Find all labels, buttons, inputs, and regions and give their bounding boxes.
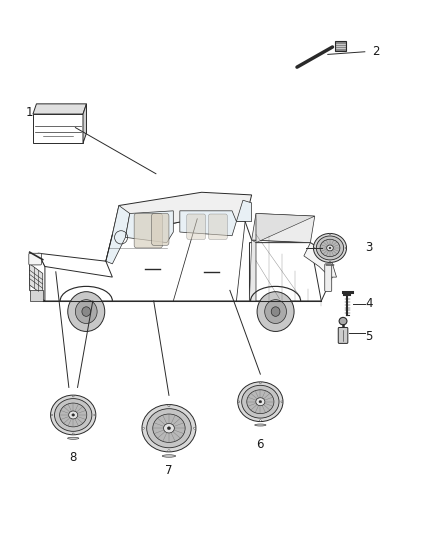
- Polygon shape: [250, 243, 321, 301]
- Ellipse shape: [147, 409, 191, 448]
- Ellipse shape: [314, 233, 346, 262]
- Ellipse shape: [247, 390, 274, 414]
- FancyBboxPatch shape: [187, 214, 205, 239]
- Polygon shape: [33, 104, 86, 114]
- Ellipse shape: [142, 427, 145, 429]
- Ellipse shape: [153, 414, 185, 442]
- Ellipse shape: [51, 414, 53, 416]
- Polygon shape: [304, 243, 336, 277]
- Text: 8: 8: [70, 451, 77, 464]
- Ellipse shape: [257, 292, 294, 332]
- Polygon shape: [106, 206, 130, 264]
- Ellipse shape: [72, 414, 74, 416]
- Ellipse shape: [254, 424, 266, 426]
- Text: 7: 7: [165, 464, 173, 477]
- Ellipse shape: [259, 420, 261, 422]
- FancyBboxPatch shape: [338, 327, 348, 343]
- Ellipse shape: [68, 292, 105, 332]
- Ellipse shape: [329, 247, 331, 249]
- Ellipse shape: [281, 401, 283, 402]
- FancyBboxPatch shape: [208, 214, 227, 239]
- Text: 6: 6: [257, 438, 264, 450]
- Text: 3: 3: [365, 241, 373, 254]
- Ellipse shape: [69, 411, 78, 419]
- Polygon shape: [252, 214, 315, 243]
- Ellipse shape: [238, 382, 283, 422]
- Polygon shape: [250, 240, 256, 301]
- Ellipse shape: [194, 427, 196, 429]
- Ellipse shape: [271, 307, 280, 317]
- Ellipse shape: [259, 400, 261, 403]
- Ellipse shape: [168, 450, 170, 451]
- Ellipse shape: [327, 245, 333, 251]
- Ellipse shape: [265, 300, 286, 324]
- Ellipse shape: [329, 261, 331, 262]
- Polygon shape: [237, 200, 252, 221]
- Text: 4: 4: [365, 297, 373, 310]
- Ellipse shape: [82, 307, 91, 317]
- Text: 5: 5: [365, 330, 373, 343]
- Polygon shape: [39, 253, 113, 277]
- Ellipse shape: [326, 264, 334, 266]
- FancyBboxPatch shape: [152, 214, 169, 245]
- Ellipse shape: [72, 433, 74, 434]
- Ellipse shape: [242, 385, 279, 418]
- Ellipse shape: [256, 398, 265, 406]
- Ellipse shape: [142, 405, 196, 452]
- Ellipse shape: [60, 403, 87, 427]
- FancyBboxPatch shape: [134, 214, 162, 248]
- FancyBboxPatch shape: [29, 253, 42, 265]
- Polygon shape: [125, 211, 173, 243]
- Polygon shape: [180, 211, 237, 236]
- Ellipse shape: [316, 236, 344, 260]
- Ellipse shape: [168, 405, 170, 407]
- Polygon shape: [113, 192, 252, 235]
- Ellipse shape: [54, 399, 92, 431]
- Polygon shape: [30, 290, 43, 301]
- Polygon shape: [335, 41, 346, 51]
- FancyBboxPatch shape: [325, 264, 332, 292]
- Ellipse shape: [167, 427, 170, 430]
- Ellipse shape: [50, 395, 96, 435]
- Ellipse shape: [75, 300, 97, 324]
- Polygon shape: [33, 114, 83, 143]
- Polygon shape: [256, 214, 315, 243]
- Ellipse shape: [329, 233, 331, 235]
- Ellipse shape: [238, 401, 240, 402]
- Ellipse shape: [67, 437, 79, 439]
- Ellipse shape: [72, 395, 74, 397]
- Polygon shape: [83, 104, 86, 143]
- Text: 2: 2: [372, 45, 379, 58]
- Ellipse shape: [314, 247, 315, 248]
- Ellipse shape: [162, 455, 176, 457]
- Ellipse shape: [163, 424, 174, 433]
- Text: 1: 1: [26, 106, 33, 119]
- Polygon shape: [30, 264, 43, 295]
- Ellipse shape: [339, 317, 347, 325]
- Polygon shape: [30, 253, 45, 301]
- Polygon shape: [43, 219, 332, 301]
- Ellipse shape: [259, 382, 261, 384]
- Ellipse shape: [320, 239, 340, 257]
- Ellipse shape: [345, 247, 346, 248]
- Ellipse shape: [94, 414, 95, 416]
